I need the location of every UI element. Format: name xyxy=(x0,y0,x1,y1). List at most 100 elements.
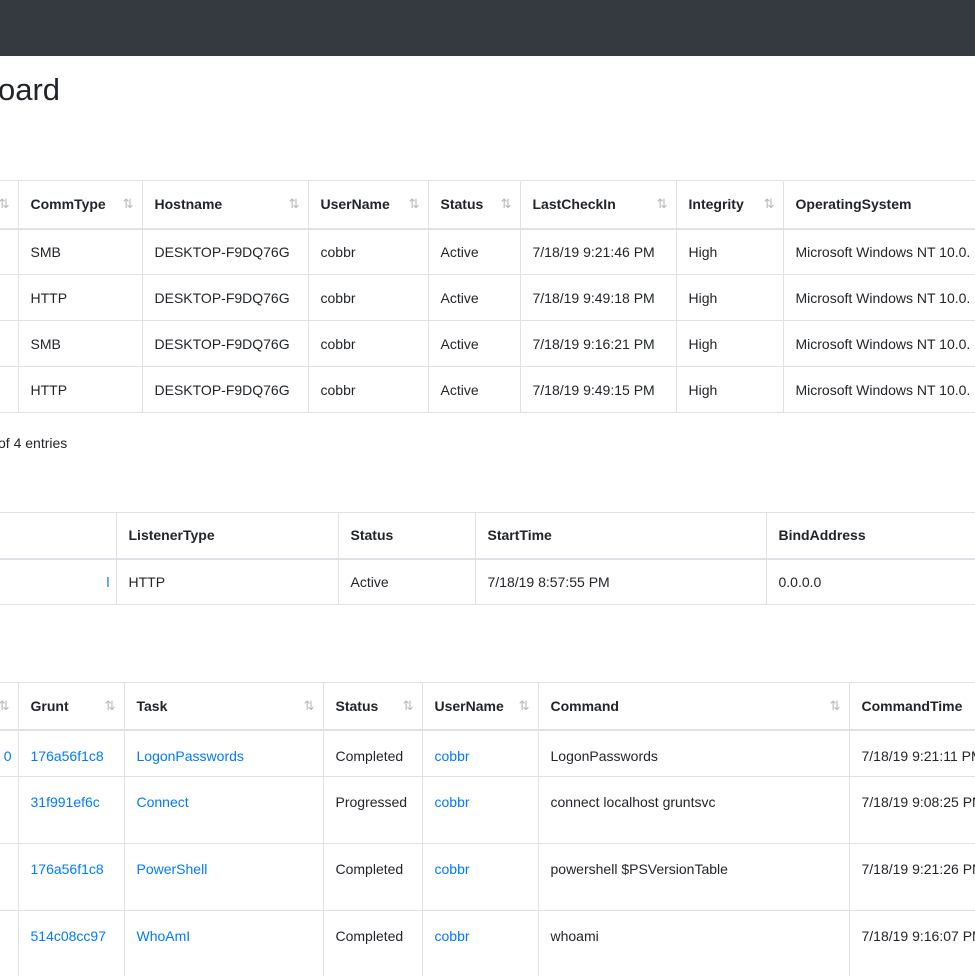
page-title: oard xyxy=(0,72,61,107)
grunt-status: Active xyxy=(427,228,520,275)
task-username-link[interactable]: cobbr xyxy=(421,843,538,911)
grunt-lastcheckin: 7/18/19 9:16:21 PM xyxy=(519,320,676,367)
grunt-commtype: HTTP xyxy=(17,274,142,321)
task-command: powershell $PSVersionTable xyxy=(537,843,849,911)
task-name-link[interactable]: PowerShell xyxy=(123,843,323,911)
sort-icon: ⇅ xyxy=(500,196,512,212)
grunt-status: Active xyxy=(427,274,520,321)
grunt-username: cobbr xyxy=(307,320,428,367)
sort-icon: ⇅ xyxy=(104,697,116,713)
table-row: 176a56f1c8 PowerShell Completed cobbr po… xyxy=(0,843,975,911)
task-grunt-link[interactable]: 31f991ef6c xyxy=(17,776,124,844)
listener-name-link[interactable]: l xyxy=(0,558,116,605)
listeners-header-name[interactable] xyxy=(0,512,116,560)
grunts-header-hidden[interactable]: ⇅ xyxy=(0,180,18,230)
grunt-username: cobbr xyxy=(307,274,428,321)
sort-icon: ⇅ xyxy=(518,697,530,713)
grunt-commtype: SMB xyxy=(17,320,142,367)
table-row: l HTTP Active 7/18/19 8:57:55 PM 0.0.0.0 xyxy=(0,558,975,605)
grunts-header-hostname[interactable]: Hostname ⇅ xyxy=(141,180,308,230)
task-username-link[interactable]: cobbr xyxy=(421,776,538,844)
task-name-link[interactable]: WhoAmI xyxy=(123,910,323,976)
grunt-username: cobbr xyxy=(307,366,428,413)
grunt-status: Active xyxy=(427,320,520,367)
tasks-header-username[interactable]: UserName ⇅ xyxy=(421,682,538,731)
task-commandtime: 7/18/19 9:21:26 PM xyxy=(848,843,975,911)
table-info: of 4 entries xyxy=(0,435,68,451)
task-grunt-link[interactable]: 514c08cc97 xyxy=(17,910,124,976)
task-grunt-link[interactable]: 176a56f1c8 xyxy=(17,729,124,777)
sort-icon: ⇅ xyxy=(408,196,420,212)
grunts-header-operatingsystem[interactable]: OperatingSystem xyxy=(782,180,975,230)
grunts-header-lastcheckin[interactable]: LastCheckIn ⇅ xyxy=(519,180,676,230)
task-status: Progressed xyxy=(322,776,422,844)
grunt-integrity: High xyxy=(675,320,783,367)
grunt-os: Microsoft Windows NT 10.0. xyxy=(782,228,975,275)
task-commandtime: 7/18/19 9:16:07 PM xyxy=(848,910,975,976)
listeners-header-status[interactable]: Status xyxy=(337,512,475,560)
sort-icon: ⇅ xyxy=(303,697,315,713)
sort-icon: ⇅ xyxy=(402,697,414,713)
grunt-hostname: DESKTOP-F9DQ76G xyxy=(141,228,308,275)
grunt-hostname: DESKTOP-F9DQ76G xyxy=(141,274,308,321)
grunt-username: cobbr xyxy=(307,228,428,275)
tasks-header-command[interactable]: Command ⇅ xyxy=(537,682,849,731)
task-status: Completed xyxy=(322,843,422,911)
sort-icon: ⇅ xyxy=(288,196,300,212)
sort-icon: ⇅ xyxy=(829,697,841,713)
grunt-os: Microsoft Windows NT 10.0. xyxy=(782,320,975,367)
grunt-os: Microsoft Windows NT 10.0. xyxy=(782,274,975,321)
sort-icon: ⇅ xyxy=(656,196,668,212)
tasks-header-commandtime[interactable]: CommandTime xyxy=(848,682,975,731)
grunt-lastcheckin: 7/18/19 9:21:46 PM xyxy=(519,228,676,275)
sort-icon: ⇅ xyxy=(0,196,10,212)
task-status: Completed xyxy=(322,729,422,777)
grunt-status: Active xyxy=(427,366,520,413)
listener-status: Active xyxy=(337,558,475,605)
listeners-header-bindaddress[interactable]: BindAddress xyxy=(765,512,975,560)
table-row: 0 176a56f1c8 LogonPasswords Completed co… xyxy=(0,729,975,777)
tasks-table: ⇅ Grunt⇅ Task⇅ Status⇅ UserName⇅ Command… xyxy=(0,682,975,976)
task-name-link[interactable]: Connect xyxy=(123,776,323,844)
grunt-integrity: High xyxy=(675,366,783,413)
tasks-header-id[interactable]: ⇅ xyxy=(0,682,18,731)
task-username-link[interactable]: cobbr xyxy=(421,729,538,777)
grunt-commtype: SMB xyxy=(17,228,142,275)
task-command: LogonPasswords xyxy=(537,729,849,777)
tasks-header-task[interactable]: Task ⇅ xyxy=(123,682,323,731)
table-row: SMB DESKTOP-F9DQ76G cobbr Active 7/18/19… xyxy=(0,228,975,275)
grunt-commtype: HTTP xyxy=(17,366,142,413)
listeners-table: ListenerType Status StartTime BindAddres… xyxy=(0,512,975,605)
tasks-header-status[interactable]: Status ⇅ xyxy=(322,682,422,731)
grunts-header-integrity[interactable]: Integrity ⇅ xyxy=(675,180,783,230)
top-navbar xyxy=(0,0,975,56)
task-id-link[interactable]: 0 xyxy=(3,747,12,764)
sort-icon: ⇅ xyxy=(0,698,10,714)
task-commandtime: 7/18/19 9:21:11 PM xyxy=(848,729,975,777)
grunts-header-status[interactable]: Status ⇅ xyxy=(427,180,520,230)
tasks-header-grunt[interactable]: Grunt ⇅ xyxy=(17,682,124,731)
grunts-header-commtype[interactable]: CommType ⇅ xyxy=(17,180,142,230)
task-command: whoami xyxy=(537,910,849,976)
listeners-header-listenertype[interactable]: ListenerType xyxy=(115,512,338,560)
grunt-integrity: High xyxy=(675,274,783,321)
task-commandtime: 7/18/19 9:08:25 PM xyxy=(848,776,975,844)
task-username-link[interactable]: cobbr xyxy=(421,910,538,976)
grunt-lastcheckin: 7/18/19 9:49:15 PM xyxy=(519,366,676,413)
grunt-integrity: High xyxy=(675,228,783,275)
task-status: Completed xyxy=(322,910,422,976)
table-row: 31f991ef6c Connect Progressed cobbr conn… xyxy=(0,776,975,844)
table-row: HTTP DESKTOP-F9DQ76G cobbr Active 7/18/1… xyxy=(0,366,975,413)
task-name-link[interactable]: LogonPasswords xyxy=(123,729,323,777)
grunts-table: ⇅ CommType⇅ Hostname⇅ UserName⇅ Status⇅ … xyxy=(0,180,975,413)
sort-icon: ⇅ xyxy=(122,196,134,212)
listeners-header-starttime[interactable]: StartTime xyxy=(474,512,766,560)
task-grunt-link[interactable]: 176a56f1c8 xyxy=(17,843,124,911)
grunt-hostname: DESKTOP-F9DQ76G xyxy=(141,320,308,367)
grunt-hostname: DESKTOP-F9DQ76G xyxy=(141,366,308,413)
grunt-lastcheckin: 7/18/19 9:49:18 PM xyxy=(519,274,676,321)
grunts-header-username[interactable]: UserName ⇅ xyxy=(307,180,428,230)
table-row: HTTP DESKTOP-F9DQ76G cobbr Active 7/18/1… xyxy=(0,274,975,321)
table-row: SMB DESKTOP-F9DQ76G cobbr Active 7/18/19… xyxy=(0,320,975,367)
table-row: 514c08cc97 WhoAmI Completed cobbr whoami… xyxy=(0,910,975,976)
